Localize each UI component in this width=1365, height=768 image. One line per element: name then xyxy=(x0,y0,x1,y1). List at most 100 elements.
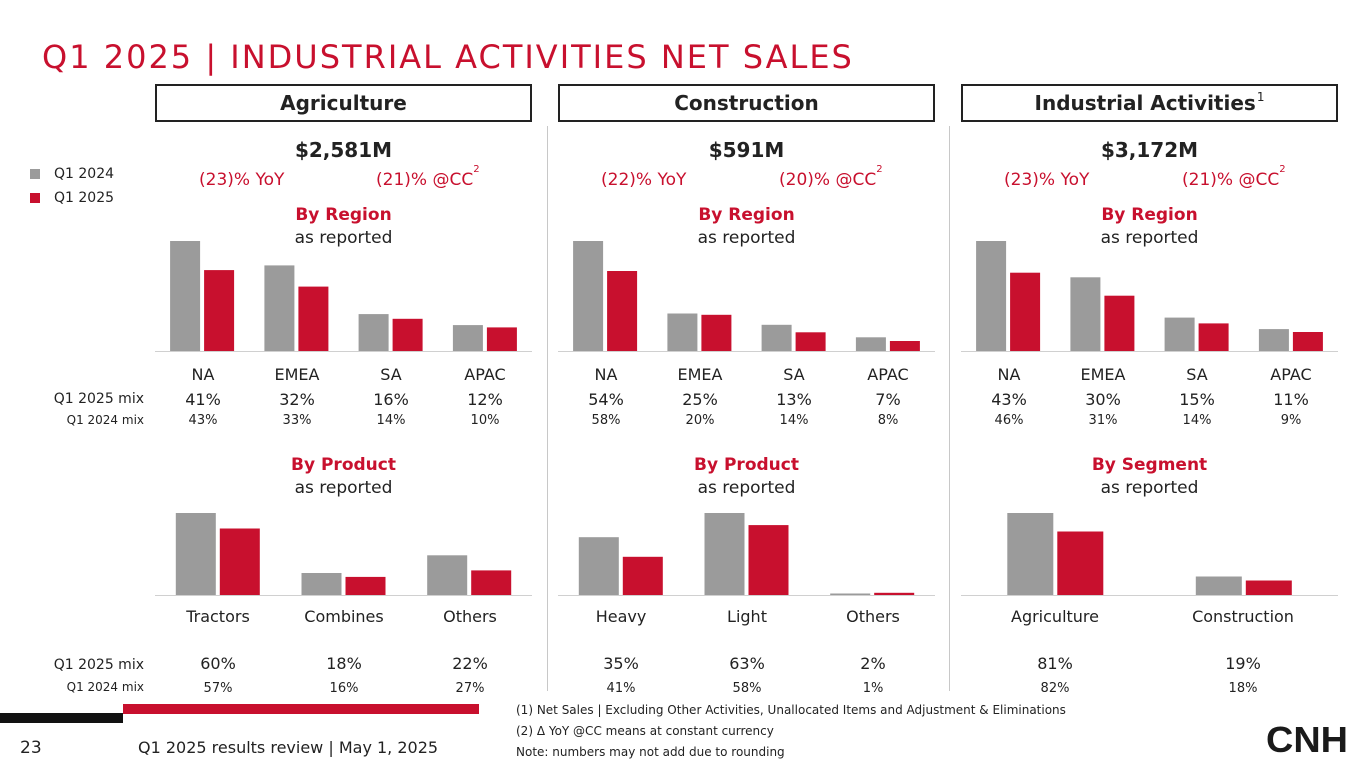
mix-2025-value: 2% xyxy=(860,654,886,673)
footnote-ref: 2 xyxy=(1279,164,1286,176)
mix-2024-value: 41% xyxy=(606,681,636,696)
column-header-construction: Construction xyxy=(558,84,935,122)
legend-item-q1-2025: Q1 2025 xyxy=(30,190,114,206)
bar-apac-q1-2025 xyxy=(1292,332,1323,351)
column-divider xyxy=(949,126,950,691)
mix-2024-value: 10% xyxy=(470,413,500,428)
bar-combines-q1-2025 xyxy=(345,576,386,595)
construction-region-subtitle: as reported xyxy=(697,228,796,248)
cnh-logo-text: CNH xyxy=(1266,721,1348,757)
industrial-yoy: (23)% YoY xyxy=(1004,170,1090,190)
bar-sa-q1-2024 xyxy=(358,314,389,351)
footnote-note: Note: numbers may not add due to roundin… xyxy=(516,745,785,759)
industrial-segment-chart xyxy=(961,513,1338,596)
mix-2025-value: 19% xyxy=(1225,654,1261,673)
row-label-q1-2025-mix: Q1 2025 mix xyxy=(53,657,144,673)
category-label: SA xyxy=(1186,365,1208,384)
bar-others-q1-2024 xyxy=(427,555,468,595)
mix-2024-value: 82% xyxy=(1040,681,1070,696)
category-label: Combines xyxy=(304,607,384,626)
mix-2025-value: 7% xyxy=(875,390,901,409)
construction-product-subtitle: as reported xyxy=(697,478,796,498)
row-label-q1-2024-mix: Q1 2024 mix xyxy=(66,680,144,694)
mix-2024-value: 1% xyxy=(862,681,884,696)
agriculture-cc: (21)% @CC2 xyxy=(376,164,480,190)
cc-text: (21)% @CC xyxy=(376,170,474,190)
mix-2025-value: 32% xyxy=(279,390,315,409)
construction-cc: (20)% @CC2 xyxy=(779,164,883,190)
legend-label: Q1 2025 xyxy=(54,190,115,206)
construction-total: $591M xyxy=(708,138,785,162)
row-label-q1-2024-mix: Q1 2024 mix xyxy=(66,413,144,427)
bar-combines-q1-2024 xyxy=(301,573,342,595)
mix-2025-value: 30% xyxy=(1085,390,1121,409)
legend-swatch xyxy=(30,193,40,203)
mix-2025-value: 43% xyxy=(991,390,1027,409)
mix-2025-value: 16% xyxy=(373,390,409,409)
bar-emea-q1-2025 xyxy=(701,314,732,352)
mix-2025-value: 13% xyxy=(776,390,812,409)
construction-yoy: (22)% YoY xyxy=(601,170,687,190)
cc-text: (20)% @CC xyxy=(779,170,877,190)
category-label: NA xyxy=(191,365,215,384)
mix-2025-value: 60% xyxy=(200,654,236,673)
bar-construction-q1-2024 xyxy=(1195,576,1242,595)
bar-construction-q1-2025 xyxy=(1245,580,1292,595)
bar-tractors-q1-2025 xyxy=(219,528,260,595)
category-label: Tractors xyxy=(186,607,250,626)
category-label: Agriculture xyxy=(1011,607,1099,626)
page-title: Q1 2025 | INDUSTRIAL ACTIVITIES NET SALE… xyxy=(42,38,854,76)
bar-others-q1-2025 xyxy=(471,570,512,595)
construction-region-chart xyxy=(558,241,935,352)
construction-product-chart xyxy=(558,513,935,596)
footer-text: Q1 2025 results review | May 1, 2025 xyxy=(138,738,439,757)
industrial-total: $3,172M xyxy=(1100,138,1199,162)
agriculture-product-title: By Product xyxy=(291,455,396,475)
mix-2025-value: 25% xyxy=(682,390,718,409)
bar-na-q1-2025 xyxy=(204,270,235,351)
mix-2024-value: 57% xyxy=(203,681,233,696)
agriculture-region-subtitle: as reported xyxy=(294,228,393,248)
mix-2024-value: 8% xyxy=(877,413,899,428)
bar-na-q1-2025 xyxy=(1010,272,1041,351)
footer-accent-bar xyxy=(123,704,479,714)
row-label-q1-2025-mix: Q1 2025 mix xyxy=(53,391,144,407)
mix-2024-value: 58% xyxy=(591,413,621,428)
bar-na-q1-2024 xyxy=(976,241,1007,351)
bar-sa-q1-2025 xyxy=(795,332,826,352)
mix-2024-value: 14% xyxy=(779,413,809,428)
mix-2025-value: 18% xyxy=(326,654,362,673)
bar-tractors-q1-2024 xyxy=(175,513,216,595)
footer-accent-bar xyxy=(0,713,123,723)
category-label: EMEA xyxy=(274,365,320,384)
category-label: Others xyxy=(846,607,900,626)
footnote-ref: 2 xyxy=(473,164,480,176)
mix-2024-value: 46% xyxy=(994,413,1024,428)
category-label: Light xyxy=(727,607,767,626)
bar-na-q1-2025 xyxy=(607,271,638,351)
bar-apac-q1-2024 xyxy=(855,337,886,352)
bar-na-q1-2024 xyxy=(573,241,604,351)
footnote-2: (2) Δ YoY @CC means at constant currency xyxy=(516,724,774,738)
column-header-label: Industrial Activities xyxy=(1034,91,1256,115)
industrial-region-chart xyxy=(961,241,1338,352)
legend-swatch xyxy=(30,169,40,179)
category-label: EMEA xyxy=(677,365,723,384)
category-label: SA xyxy=(380,365,402,384)
column-header-agriculture: Agriculture xyxy=(155,84,532,122)
mix-2024-value: 14% xyxy=(1182,413,1212,428)
mix-2025-value: 11% xyxy=(1273,390,1309,409)
bar-heavy-q1-2025 xyxy=(622,556,663,595)
mix-2024-value: 27% xyxy=(455,681,485,696)
bar-sa-q1-2025 xyxy=(1198,323,1229,351)
industrial-region-title: By Region xyxy=(1101,205,1198,225)
bar-sa-q1-2025 xyxy=(392,318,423,351)
category-label: EMEA xyxy=(1080,365,1126,384)
category-label: NA xyxy=(594,365,618,384)
mix-2024-value: 43% xyxy=(188,413,218,428)
mix-2025-value: 12% xyxy=(467,390,503,409)
footnote-1: (1) Net Sales | Excluding Other Activiti… xyxy=(516,703,1066,717)
column-header-industrial-activities: Industrial Activities 1 xyxy=(961,84,1338,122)
category-label: APAC xyxy=(464,365,506,384)
bar-heavy-q1-2024 xyxy=(578,537,619,595)
